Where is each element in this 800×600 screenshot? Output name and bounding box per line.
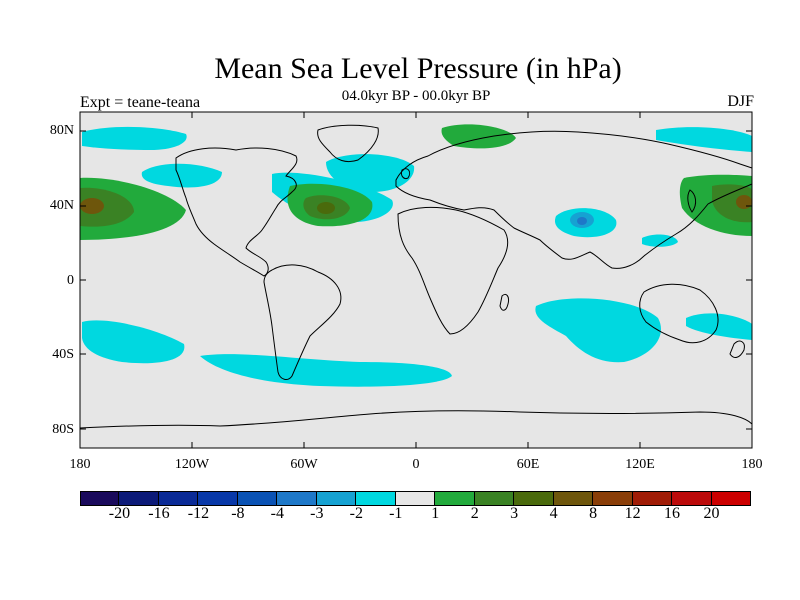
anomaly-neg-south-china-sea	[642, 234, 678, 247]
lat-label-0: 0	[67, 273, 74, 288]
colorbar-label: 20	[703, 505, 720, 522]
lon-label-120e: 120E	[625, 457, 655, 472]
anomaly-fields	[80, 124, 752, 387]
colorbar-swatch	[158, 491, 199, 506]
colorbar-swatch	[119, 491, 159, 506]
lon-label-60w: 60W	[290, 457, 318, 472]
colorbar-label: 12	[624, 505, 641, 522]
colorbar-label: -12	[187, 505, 210, 522]
anomaly-pos-peak-pacific-east	[736, 195, 752, 209]
lon-label-60e: 60E	[516, 457, 540, 472]
coast-australia	[639, 283, 719, 344]
experiment-label: Expt = teane-teana	[80, 94, 201, 111]
colorbar-label: -20	[108, 505, 131, 522]
coast-antarctica	[79, 410, 753, 429]
lon-label-180w: 180	[69, 457, 91, 472]
anomaly-pos-peak-pacific-west	[80, 198, 104, 214]
lat-label-80n: 80N	[49, 123, 74, 138]
colorbar-swatch	[277, 491, 317, 506]
lat-label-80s: 80S	[52, 422, 74, 437]
colorbar-swatch	[316, 491, 357, 506]
plot-subtitle: 04.0kyr BP - 00.0kyr BP	[341, 88, 491, 104]
coast-japan	[687, 189, 697, 213]
colorbar-swatch	[80, 491, 120, 506]
coast-south-america	[263, 264, 342, 380]
colorbar-label: 16	[664, 505, 681, 522]
anomaly-pos-core-pacific-east	[712, 184, 752, 223]
colorbar-label: 4	[549, 505, 558, 522]
anomaly-pos-arctic-europe	[441, 124, 516, 149]
colorbar-swatch	[198, 491, 238, 506]
coast-africa	[397, 206, 509, 335]
colorbar-swatch	[237, 491, 278, 506]
colorbar-swatch	[514, 491, 554, 506]
colorbar-label: 1	[431, 505, 440, 522]
plot-title: Mean Sea Level Pressure (in hPa)	[214, 52, 622, 85]
coast-madagascar	[499, 293, 509, 311]
map-background	[80, 112, 752, 448]
colorbar-label: -4	[270, 505, 285, 522]
anomaly-neg-south-atlantic	[200, 354, 452, 387]
coast-british-isles	[401, 168, 411, 179]
anomaly-neg-canada	[141, 163, 222, 188]
anomaly-neg-southeast-pacific	[82, 320, 185, 364]
colorbar-label: -16	[148, 505, 170, 522]
anomaly-neg-indian-ocean	[535, 298, 661, 363]
coastlines	[79, 124, 753, 429]
colorbar-swatch	[356, 491, 396, 506]
coast-north-america	[175, 147, 298, 277]
colorbar-label: 3	[510, 505, 519, 522]
anomaly-pos-core-pacific-west	[80, 187, 134, 227]
lon-label-0: 0	[412, 457, 420, 472]
season-label: DJF	[727, 93, 754, 110]
colorbar-frame	[80, 491, 751, 506]
colorbar-swatch	[632, 491, 673, 506]
lon-label-180e: 180	[741, 457, 763, 472]
anomaly-neg-australia-south	[686, 313, 752, 340]
coast-greenland	[317, 124, 379, 163]
colorbar-label: -3	[310, 505, 324, 522]
coast-new-zealand	[729, 340, 745, 358]
colorbar-swatch	[395, 491, 436, 506]
colorbar-label: -1	[389, 505, 403, 522]
anomaly-neg-north-pacific	[82, 126, 187, 150]
lat-label-40n: 40N	[49, 198, 74, 213]
anomaly-neg-peak-tibet	[577, 217, 587, 225]
colorbar-label: 8	[589, 505, 598, 522]
colorbar-swatch	[474, 491, 515, 506]
colorbar-label: -2	[349, 505, 363, 522]
colorbar-swatch	[593, 491, 633, 506]
colorbar-label: 2	[470, 505, 479, 522]
colorbar-swatch	[553, 491, 594, 506]
coast-eurasia	[395, 130, 753, 269]
colorbar-swatch	[435, 491, 475, 506]
lat-label-40s: 40S	[52, 347, 74, 362]
map-ticks	[80, 112, 752, 448]
anomaly-pos-peak-atlantic	[317, 202, 335, 214]
anomaly-neg-arctic-east	[656, 127, 752, 152]
colorbar-swatch	[672, 491, 712, 506]
colorbar-label: -8	[231, 505, 245, 522]
lon-label-120w: 120W	[174, 457, 210, 472]
